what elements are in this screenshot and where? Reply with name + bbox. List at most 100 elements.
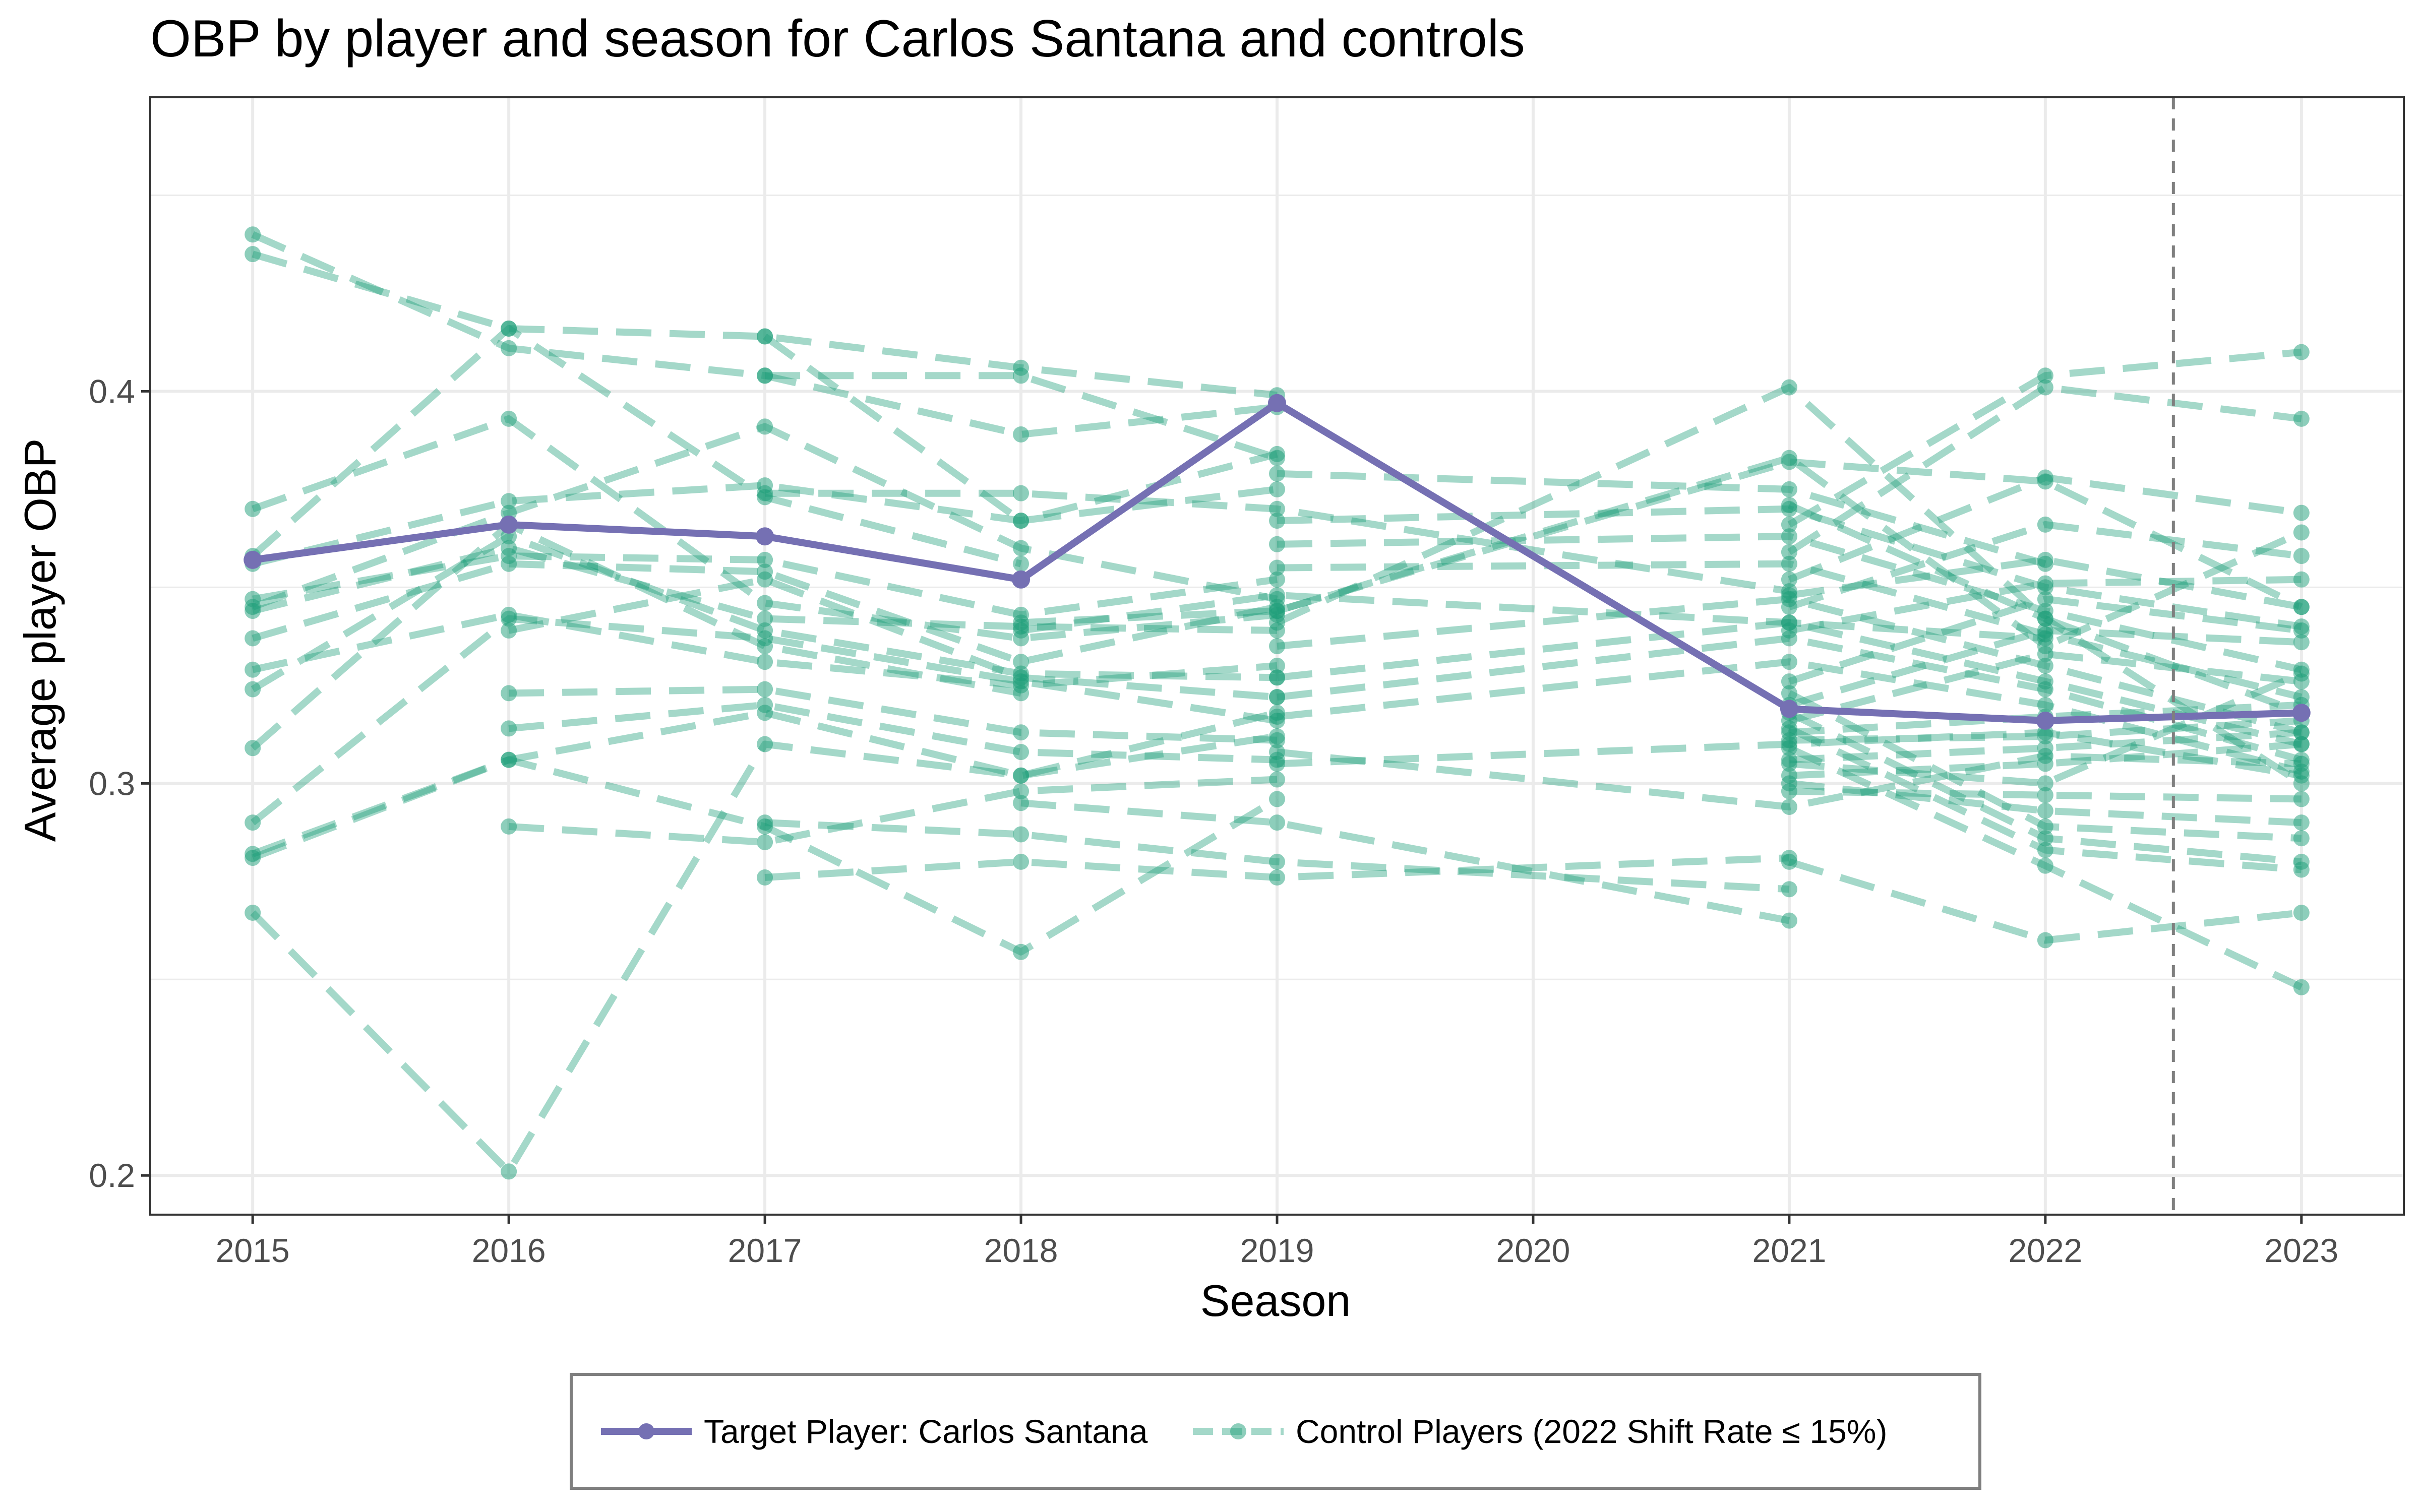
control-series-line bbox=[763, 333, 1278, 525]
control-series-line bbox=[508, 776, 1278, 846]
control-point bbox=[2293, 344, 2310, 360]
control-point bbox=[1781, 755, 1797, 772]
control-point bbox=[2037, 591, 2053, 607]
control-series-line bbox=[1020, 454, 2303, 650]
control-series-line bbox=[251, 415, 1278, 642]
control-point bbox=[501, 622, 517, 639]
control-point bbox=[2293, 736, 2310, 752]
control-point bbox=[1269, 869, 1285, 886]
control-point bbox=[501, 340, 517, 356]
control-series-line bbox=[1020, 591, 2046, 642]
control-series-line bbox=[508, 701, 1278, 764]
control-point bbox=[2037, 575, 2053, 592]
control-point bbox=[501, 720, 517, 737]
control-point bbox=[1269, 657, 1285, 674]
control-point bbox=[1781, 599, 1797, 615]
control-point bbox=[501, 610, 517, 627]
control-point bbox=[1269, 638, 1285, 655]
control-series-line bbox=[1020, 799, 1790, 924]
x-tick-label: 2020 bbox=[1496, 1232, 1570, 1269]
control-point bbox=[1781, 740, 1797, 757]
control-point bbox=[1269, 513, 1285, 529]
control-series-line bbox=[508, 685, 1278, 744]
control-point bbox=[245, 850, 261, 866]
control-series-line bbox=[252, 544, 1278, 634]
target-series bbox=[244, 394, 2311, 730]
control-point bbox=[245, 905, 261, 921]
control-point bbox=[1013, 943, 1030, 960]
control-series-line bbox=[1789, 740, 2302, 779]
control-series-line bbox=[1789, 717, 2302, 744]
control-point bbox=[1781, 481, 1797, 497]
x-tick-label: 2023 bbox=[2264, 1232, 2338, 1269]
control-point bbox=[757, 551, 773, 568]
control-series-line bbox=[1788, 626, 2302, 709]
control-point bbox=[757, 418, 773, 435]
control-point bbox=[2037, 857, 2053, 874]
control-series-line bbox=[508, 576, 1278, 701]
control-series-line bbox=[1789, 670, 2303, 787]
control-series-line bbox=[764, 854, 1790, 881]
control-point bbox=[2293, 814, 2310, 831]
control-point bbox=[1013, 426, 1030, 443]
control-point bbox=[245, 630, 261, 647]
control-point bbox=[1269, 791, 1285, 807]
control-point bbox=[2293, 410, 2310, 427]
x-axis: 2015 2016 2017 2018 2019 2020 2021 2022 2023 bbox=[216, 1215, 2338, 1269]
control-point bbox=[2293, 599, 2310, 615]
control-series-line bbox=[1789, 729, 2302, 764]
control-point bbox=[1013, 614, 1030, 631]
target-point bbox=[500, 515, 518, 534]
control-point bbox=[1013, 540, 1030, 556]
control-series-line bbox=[765, 489, 1790, 595]
control-point bbox=[1013, 826, 1030, 843]
control-point bbox=[757, 814, 773, 831]
control-point bbox=[757, 869, 773, 886]
control-point bbox=[1269, 536, 1285, 552]
target-point bbox=[1780, 700, 1798, 718]
control-series-line bbox=[1789, 787, 2302, 803]
grid-lines bbox=[150, 97, 2404, 1215]
y-tick-label: 0.2 bbox=[89, 1157, 135, 1194]
control-series-line bbox=[252, 560, 1278, 666]
control-series-line bbox=[1277, 560, 2303, 701]
control-point bbox=[1013, 724, 1030, 741]
control-point bbox=[757, 328, 773, 345]
control-point bbox=[1013, 685, 1030, 702]
control-point bbox=[1781, 528, 1797, 545]
control-series-line bbox=[1788, 576, 2302, 634]
control-point bbox=[2037, 367, 2053, 384]
control-point bbox=[1781, 912, 1797, 929]
control-series-line bbox=[1789, 780, 2302, 827]
control-point bbox=[1269, 559, 1285, 576]
control-point bbox=[2293, 571, 2310, 588]
control-point bbox=[1781, 544, 1797, 560]
control-point bbox=[245, 814, 261, 831]
control-point bbox=[501, 540, 517, 556]
control-point bbox=[1013, 555, 1030, 572]
control-series-line bbox=[1277, 658, 2303, 775]
x-tick-label: 2021 bbox=[1752, 1232, 1826, 1269]
control-point bbox=[501, 751, 517, 768]
control-point bbox=[757, 367, 773, 384]
control-point bbox=[1269, 587, 1285, 603]
target-point bbox=[756, 527, 774, 546]
control-point bbox=[1269, 755, 1285, 772]
control-series-line bbox=[251, 533, 1278, 692]
x-tick-label: 2015 bbox=[216, 1232, 290, 1269]
control-point bbox=[501, 410, 517, 427]
control-point bbox=[2293, 634, 2310, 651]
control-series-line bbox=[765, 372, 1279, 462]
x-tick-label: 2016 bbox=[472, 1232, 546, 1269]
control-point bbox=[2293, 861, 2310, 878]
control-point bbox=[1013, 783, 1030, 799]
legend-key-controls bbox=[1193, 1423, 1284, 1439]
control-series-line bbox=[764, 819, 1790, 893]
target-point bbox=[1268, 394, 1286, 412]
chart-plot: 2015 2016 2017 2018 2019 2020 2021 2022 2023 0.2… bbox=[89, 96, 2405, 1269]
control-point bbox=[2293, 665, 2310, 682]
control-series-line bbox=[250, 615, 1278, 826]
control-point bbox=[1013, 853, 1030, 870]
control-point bbox=[1269, 732, 1285, 748]
control-point bbox=[1013, 744, 1030, 761]
